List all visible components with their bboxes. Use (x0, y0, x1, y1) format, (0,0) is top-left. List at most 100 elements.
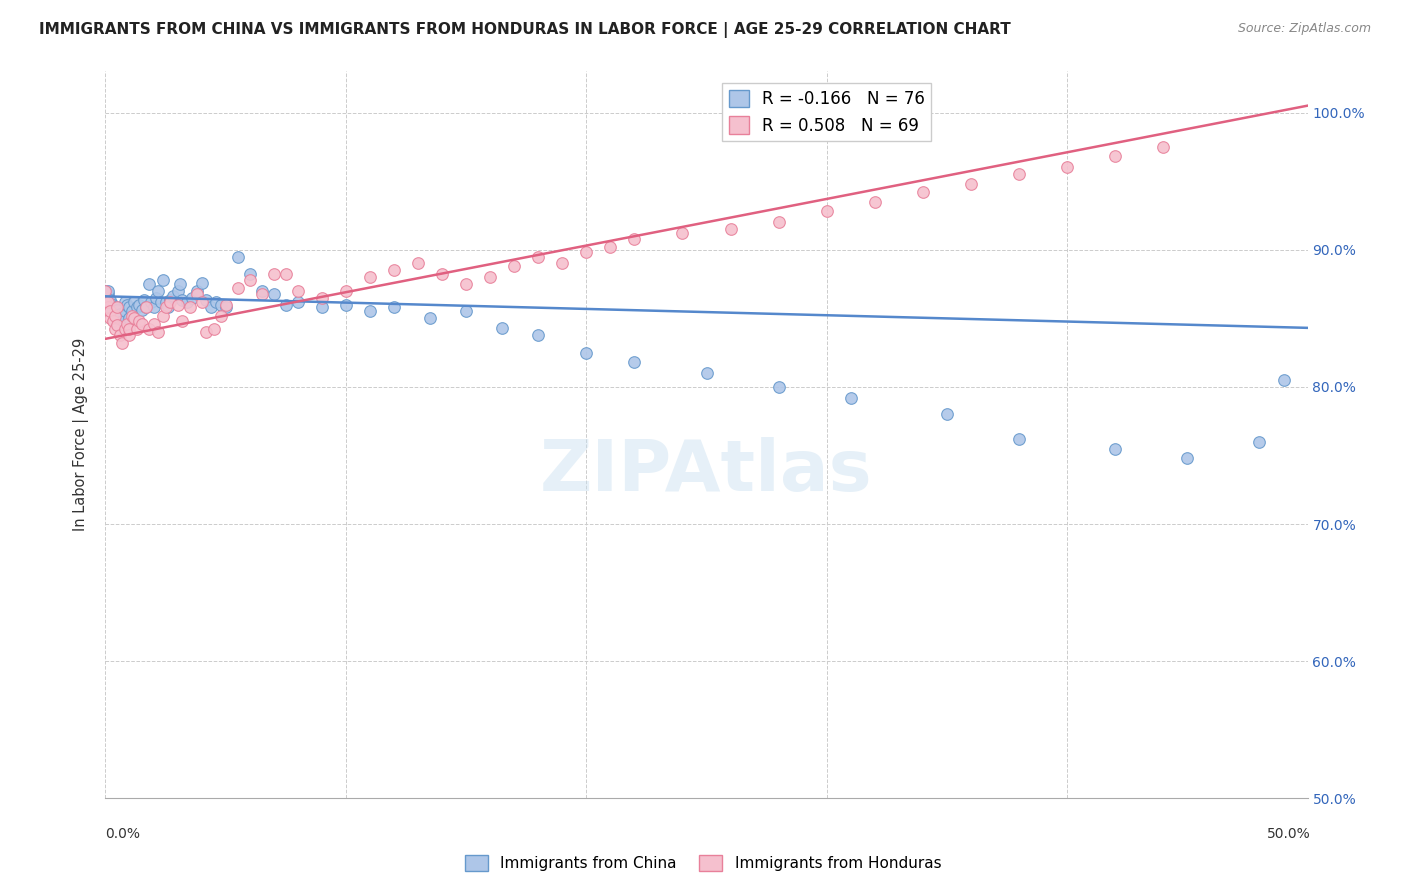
Point (671, 226, 693, 240)
Point (125, 300, 148, 314)
Point (94, 297, 117, 311)
Legend: R = -0.166   N = 76, R = 0.508   N = 69: R = -0.166 N = 76, R = 0.508 N = 69 (721, 83, 932, 141)
Point (159, 294, 181, 309)
Point (94, 284, 117, 298)
Point (186, 284, 208, 298)
Point (97, 291, 120, 305)
Point (155, 294, 177, 309)
Point (155, 300, 177, 314)
Point (214, 300, 236, 314)
Point (311, 300, 333, 314)
Point (156, 300, 179, 314)
Point (118, 311, 141, 326)
Point (202, 322, 225, 336)
Point (148, 325, 170, 339)
Point (190, 294, 212, 309)
Point (159, 293, 181, 308)
Point (623, 355, 645, 369)
Point (118, 300, 141, 314)
Point (599, 240, 621, 254)
Point (104, 300, 127, 314)
Point (114, 304, 136, 318)
Point (98, 294, 121, 309)
Point (551, 256, 574, 270)
Point (121, 304, 143, 318)
Point (128, 297, 150, 311)
Point (382, 300, 405, 314)
Text: ZIPAtlas: ZIPAtlas (540, 437, 873, 506)
Text: IMMIGRANTS FROM CHINA VS IMMIGRANTS FROM HONDURAS IN LABOR FORCE | AGE 25-29 COR: IMMIGRANTS FROM CHINA VS IMMIGRANTS FROM… (39, 22, 1011, 38)
Point (104, 309, 127, 323)
Point (107, 303, 129, 318)
Point (491, 321, 513, 335)
Point (107, 318, 129, 332)
Point (311, 291, 333, 305)
Point (115, 317, 138, 331)
Point (94, 294, 117, 309)
Point (263, 286, 285, 301)
Point (121, 309, 143, 323)
Point (1152, 140, 1174, 154)
Point (108, 311, 131, 326)
Point (125, 322, 148, 336)
Point (114, 322, 136, 336)
Point (97, 284, 120, 298)
Point (1249, 434, 1271, 449)
Point (359, 304, 381, 318)
Point (419, 311, 441, 326)
Point (195, 325, 218, 339)
Text: 50.0%: 50.0% (1267, 828, 1310, 841)
Legend: Immigrants from China, Immigrants from Honduras: Immigrants from China, Immigrants from H… (458, 849, 948, 877)
Point (1008, 432, 1031, 446)
Point (250, 284, 273, 298)
Text: Source: ZipAtlas.com: Source: ZipAtlas.com (1237, 22, 1371, 36)
Point (152, 309, 174, 323)
Point (166, 297, 188, 311)
Point (936, 407, 959, 421)
Point (101, 314, 124, 328)
Point (124, 311, 146, 326)
Point (94, 284, 117, 298)
Point (135, 300, 157, 314)
Point (166, 284, 188, 298)
Point (176, 294, 198, 309)
Point (527, 327, 550, 342)
Point (152, 273, 174, 287)
Point (169, 277, 191, 291)
Point (186, 286, 208, 301)
Point (97, 300, 120, 314)
Point (190, 276, 212, 290)
Point (209, 297, 232, 311)
Point (107, 300, 129, 314)
Point (101, 301, 124, 316)
Point (960, 177, 983, 191)
Point (575, 345, 598, 359)
Point (142, 317, 165, 331)
Point (162, 289, 184, 303)
Point (274, 268, 297, 282)
Point (139, 294, 162, 309)
Point (131, 317, 153, 331)
Point (111, 314, 134, 328)
Point (104, 306, 127, 320)
Point (454, 277, 477, 291)
Point (287, 294, 309, 309)
Point (97, 294, 120, 309)
Point (108, 327, 131, 342)
Point (181, 291, 204, 305)
Y-axis label: In Labor Force | Age 25-29: In Labor Force | Age 25-29 (73, 338, 90, 532)
Point (135, 300, 157, 314)
Point (115, 297, 138, 311)
Point (1104, 442, 1126, 456)
Point (239, 273, 262, 287)
Point (226, 250, 249, 264)
Point (239, 268, 262, 282)
Point (104, 322, 127, 336)
Point (131, 303, 153, 318)
Point (124, 294, 146, 309)
Text: 0.0%: 0.0% (105, 828, 141, 841)
Point (527, 250, 550, 264)
Point (98, 293, 121, 308)
Point (335, 284, 357, 298)
Point (1175, 451, 1198, 466)
